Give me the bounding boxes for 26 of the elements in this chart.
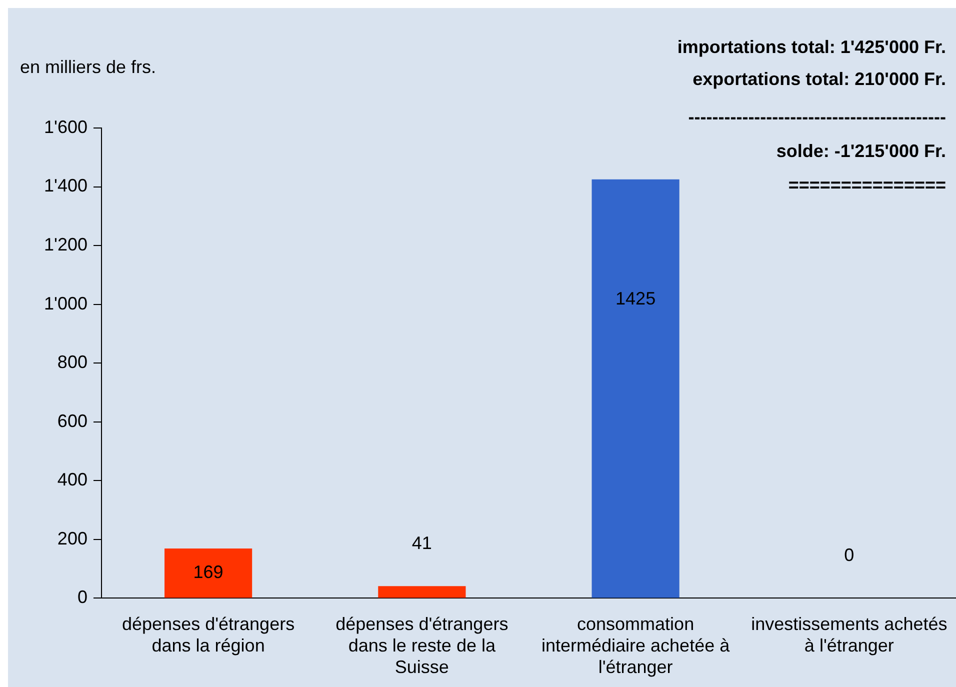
- x-tick-label: investissements achetés à l'étranger: [751, 614, 948, 656]
- y-tick-label: 1'000: [44, 293, 88, 314]
- y-tick-label: 1'400: [44, 176, 88, 196]
- y-tick-label: 0: [77, 587, 88, 608]
- data-label: 41: [412, 533, 432, 554]
- data-label: 169: [193, 562, 224, 582]
- y-tick-label: 1'600: [44, 116, 88, 137]
- x-tick-label: dépenses d'étrangers dans le reste de la Suisse: [336, 614, 508, 678]
- y-tick-label: 1'200: [44, 234, 88, 255]
- data-label: 0: [844, 545, 854, 566]
- y-axis-title: en milliers de frs.: [20, 56, 156, 77]
- bar: [378, 586, 466, 598]
- bar: [164, 548, 252, 598]
- text: -------------------------------------------: [688, 106, 946, 127]
- x-tick-label: consommation intermédiaire achetée à l'étranger: [541, 614, 731, 678]
- y-tick-label: 200: [57, 528, 88, 548]
- y-tick-label: 400: [57, 470, 88, 490]
- bar: [592, 179, 680, 598]
- data-label: 1425: [616, 288, 656, 308]
- text: exportations total: 210'000 Fr.: [692, 68, 946, 89]
- annotation: ===============: [788, 174, 946, 195]
- x-tick-label: dépenses d'étrangers dans la région: [122, 614, 295, 656]
- y-tick-label: 600: [57, 410, 88, 431]
- y-tick-label: 800: [57, 352, 88, 372]
- annotation: solde: -1'215'000 Fr.: [776, 140, 946, 161]
- text: importations total: 1'425'000 Fr.: [677, 36, 946, 57]
